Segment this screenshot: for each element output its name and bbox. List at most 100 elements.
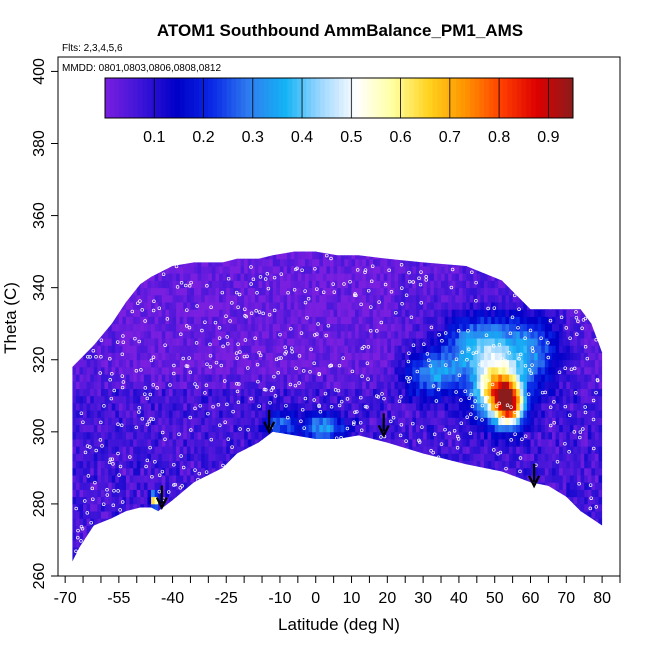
sample-point [518,456,523,460]
heatmap-cell [322,316,327,325]
heatmap-cell [183,388,188,397]
sample-point [466,328,470,333]
heatmap-cell [265,388,270,397]
heatmap-cell [183,323,188,332]
colorbar-swatch [376,78,382,118]
heatmap-cell [93,366,98,375]
heatmap-cell [587,460,592,469]
heatmap-cell [340,330,345,339]
heatmap-cell [487,403,492,411]
heatmap-cell [126,446,130,454]
heatmap-cell [194,395,199,404]
heatmap-cell [97,374,102,382]
sample-point [257,404,261,408]
heatmap-cell [394,251,399,260]
heatmap-cell [430,266,435,274]
heatmap-cell [165,431,170,440]
heatmap-cell [97,482,102,490]
heatmap-cell [315,381,320,389]
heatmap-cell [262,316,267,325]
heatmap-cell [347,316,352,325]
heatmap-cell [412,330,417,339]
heatmap-cell [215,410,220,418]
heatmap-cell [122,453,127,462]
heatmap-cell [373,410,377,418]
heatmap-cell [161,475,166,483]
heatmap-cell [201,323,206,332]
heatmap-cell [423,417,428,426]
sample-point [111,462,115,466]
heatmap-cell [337,330,342,339]
heatmap-cell [462,395,467,404]
sample-point [230,445,234,449]
heatmap-cell [423,388,428,397]
heatmap-cell [566,453,571,462]
heatmap-cell [541,482,546,490]
sample-point [592,446,596,451]
heatmap-cell [183,403,188,411]
heatmap-cell [562,496,567,505]
heatmap-cell [466,302,471,310]
sample-point [501,415,505,420]
heatmap-cell [197,475,202,483]
sample-point [323,391,328,396]
heatmap-cell [394,352,399,361]
heatmap-cell [312,338,317,346]
heatmap-cell [143,439,148,447]
heatmap-cell [580,460,585,469]
heatmap-cell [376,280,381,289]
heatmap-cell [283,410,288,418]
heatmap-cell [530,410,535,418]
heatmap-cell [319,381,324,389]
heatmap-cell [412,273,417,281]
heatmap-cell [197,482,202,490]
heatmap-cell [143,294,148,303]
heatmap-cell [559,439,564,447]
heatmap-cell [501,294,506,303]
heatmap-cell [587,374,592,382]
sample-point [485,395,490,400]
heatmap-cell [111,417,116,426]
heatmap-cell [423,374,428,382]
heatmap-cell [86,431,91,440]
heatmap-cell [97,453,102,462]
heatmap-cell [312,258,317,267]
sample-point [517,357,521,361]
sample-point [359,395,363,400]
sample-point [165,317,170,321]
heatmap-cell [97,330,102,339]
heatmap-cell [201,316,206,325]
heatmap-cell [351,266,356,274]
heatmap-cell [204,345,209,353]
heatmap-cell [598,431,603,440]
heatmap-cell [75,431,80,440]
heatmap-cell [598,518,603,526]
heatmap-cell [244,439,249,447]
heatmap-cell [344,439,349,447]
heatmap-cell [315,323,320,332]
heatmap-cell [312,316,317,325]
heatmap-cell [158,366,163,375]
heatmap-cell [219,266,224,274]
heatmap-cell [108,431,113,440]
heatmap-cell [523,467,528,476]
heatmap-cell [398,366,403,375]
heatmap-cell [458,287,463,296]
heatmap-cell [165,273,170,281]
heatmap-cell [122,359,127,368]
heatmap-cell [426,309,431,317]
heatmap-cell [165,366,170,375]
heatmap-cell [501,395,506,404]
heatmap-cell [79,453,84,462]
sample-point [469,412,473,416]
heatmap-cell [229,359,234,368]
heatmap-cell [501,352,506,361]
heatmap-cell [83,467,88,476]
heatmap-cell [319,345,324,353]
heatmap-cell [516,352,521,361]
heatmap-cell [505,410,510,418]
heatmap-cell [183,287,188,296]
heatmap-cell [598,352,603,361]
heatmap-cell [312,366,317,375]
heatmap-cell [251,316,256,325]
